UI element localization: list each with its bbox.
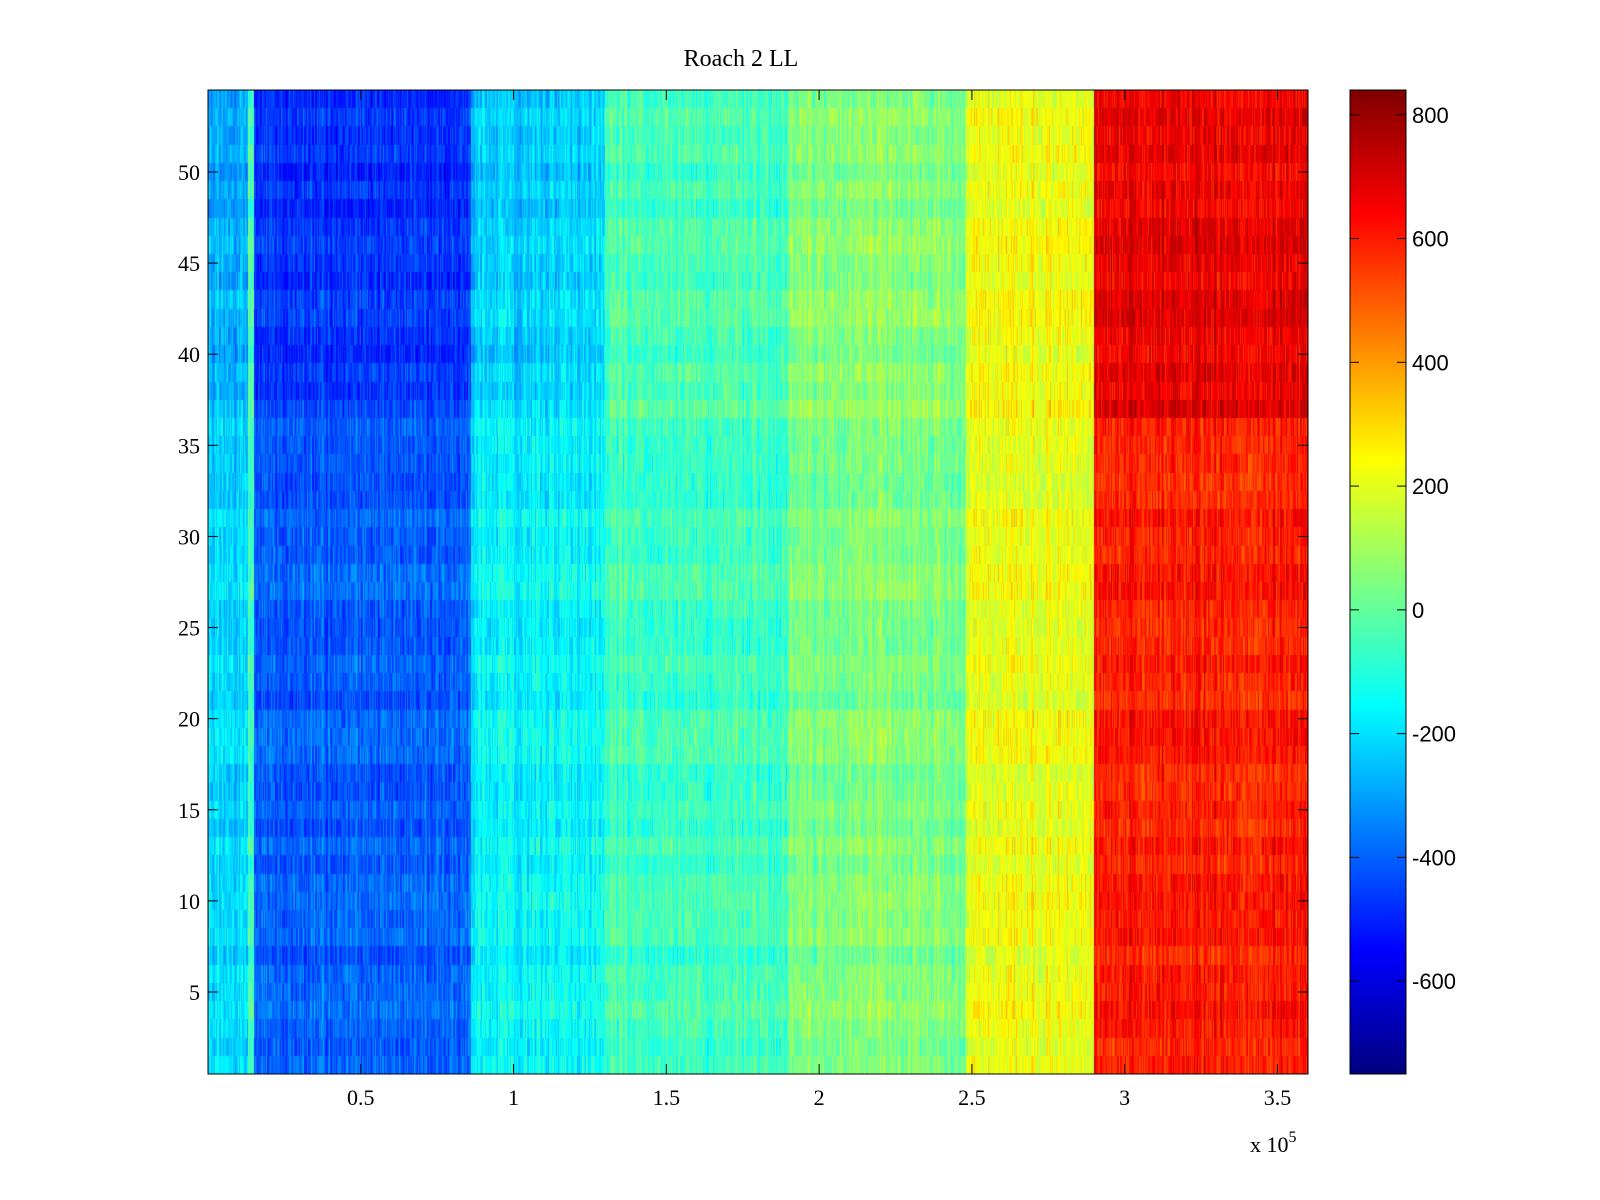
colorbar: -600 -400 -200 0 200 400 600 800 bbox=[1349, 89, 1456, 1075]
chart-title: Roach 2 LL bbox=[684, 46, 799, 72]
colorbar-ticks: -600 -400 -200 0 200 400 600 800 bbox=[1350, 103, 1456, 994]
y-axis: 5 10 15 20 25 30 35 40 45 50 bbox=[178, 160, 1308, 1005]
x-tick-label: 1.5 bbox=[653, 1085, 681, 1110]
y-tick-label: 30 bbox=[178, 524, 200, 549]
y-tick-label: 20 bbox=[178, 707, 200, 732]
x-multiplier-label: x 105 bbox=[1250, 1129, 1297, 1157]
y-tick-label: 10 bbox=[178, 889, 200, 914]
colorbar-gradient bbox=[1350, 90, 1406, 1074]
x-tick-label: 3.5 bbox=[1264, 1085, 1292, 1110]
x-tick-label: 2.5 bbox=[958, 1085, 986, 1110]
x-tick-label: 0.5 bbox=[347, 1085, 375, 1110]
y-tick-label: 5 bbox=[189, 980, 200, 1005]
svg-text:x 105: x 105 bbox=[1250, 1129, 1297, 1157]
colorbar-tick-label: 800 bbox=[1412, 103, 1449, 128]
colorbar-tick-label: -600 bbox=[1412, 969, 1456, 994]
y-tick-label: 50 bbox=[178, 160, 200, 185]
plot-frame bbox=[207, 89, 1309, 1075]
x-axis: 0.5 1 1.5 2 2.5 3 3.5 bbox=[347, 90, 1291, 1110]
x-multiplier-base: x 10 bbox=[1250, 1132, 1289, 1157]
colorbar-tick-label: -400 bbox=[1412, 845, 1456, 870]
colorbar-tick-label: 200 bbox=[1412, 474, 1449, 499]
colorbar-tick-label: 600 bbox=[1412, 227, 1449, 252]
y-tick-label: 40 bbox=[178, 342, 200, 367]
heatmap-plot-area bbox=[207, 89, 1309, 1075]
colorbar-frame bbox=[1349, 89, 1407, 1075]
x-tick-label: 3 bbox=[1119, 1085, 1130, 1110]
x-multiplier-exponent: 5 bbox=[1289, 1129, 1297, 1146]
x-tick-label: 1 bbox=[508, 1085, 519, 1110]
y-tick-label: 25 bbox=[178, 616, 200, 641]
colorbar-tick-label: 400 bbox=[1412, 350, 1449, 375]
y-tick-label: 15 bbox=[178, 798, 200, 823]
x-tick-label: 2 bbox=[814, 1085, 825, 1110]
heatmap-cells bbox=[208, 90, 1308, 1074]
y-tick-label: 35 bbox=[178, 433, 200, 458]
y-tick-label: 45 bbox=[178, 251, 200, 276]
colorbar-tick-label: -200 bbox=[1412, 722, 1456, 747]
colorbar-tick-label: 0 bbox=[1412, 598, 1424, 623]
